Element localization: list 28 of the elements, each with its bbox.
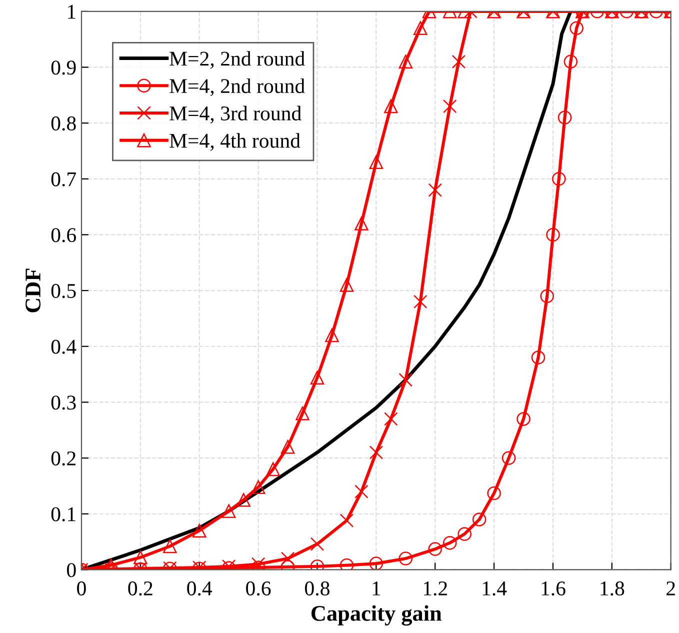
- y-tick-label: 0.4: [51, 340, 76, 354]
- y-tick-label: 0.9: [51, 60, 76, 75]
- x-tick-label: 2: [666, 581, 675, 596]
- legend-label: M=4, 3rd round: [170, 106, 302, 124]
- x-tick-label: 1: [372, 582, 380, 596]
- x-tick-label: 1.4: [482, 582, 507, 596]
- legend-label: M=4, 2nd round: [170, 78, 305, 96]
- x-tick-label: 0.6: [246, 581, 271, 596]
- y-tick-label: 0.3: [51, 396, 76, 410]
- y-axis-title: CDF: [26, 268, 41, 312]
- y-tick-label: 0.1: [51, 507, 76, 522]
- x-tick-label: 1.6: [542, 581, 566, 596]
- legend-label: M=4, 4th round: [170, 133, 300, 151]
- y-tick-label: 0.7: [51, 172, 76, 186]
- y-tick-label: 0.6: [51, 228, 76, 242]
- x-tick-label: 1.8: [600, 581, 624, 596]
- x-tick-label: 1.2: [424, 581, 447, 596]
- x-tick-label: 0: [77, 581, 86, 596]
- x-axis-title: Capacity gain: [312, 605, 442, 626]
- x-tick-label: 0.2: [128, 581, 152, 596]
- y-tick-label: 0.2: [51, 451, 76, 466]
- y-tick-label: 0.8: [51, 116, 76, 131]
- legend-label: M=2, 2nd round: [170, 51, 305, 69]
- x-tick-label: 0.4: [187, 581, 212, 596]
- y-tick-label: 0: [66, 563, 76, 578]
- y-tick-label: 0.5: [51, 284, 76, 298]
- x-tick-label: 0.8: [305, 581, 330, 596]
- y-tick-label: 1: [68, 4, 76, 19]
